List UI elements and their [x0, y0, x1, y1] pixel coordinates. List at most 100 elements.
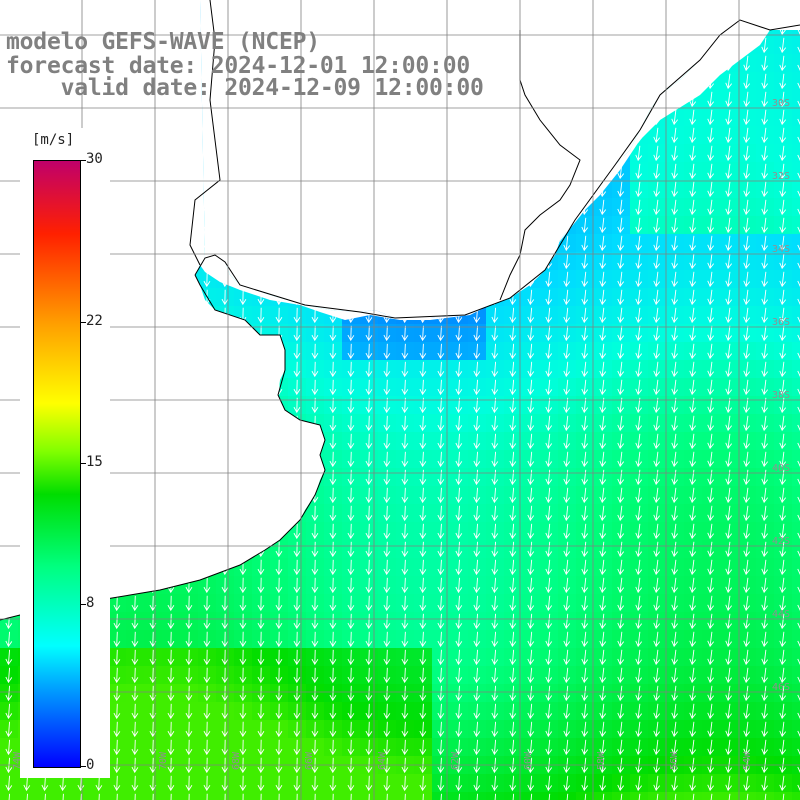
wind-arrow	[671, 307, 679, 324]
wind-arrow	[797, 694, 800, 701]
wind-arrow	[419, 505, 427, 522]
wind-arrow	[797, 784, 800, 791]
wind-arrow	[797, 766, 800, 773]
wind-arrow	[383, 325, 391, 342]
wind-arrow	[707, 163, 715, 180]
wind-arrow	[581, 775, 589, 792]
wind-arrow	[185, 775, 193, 792]
wind-arrow	[491, 703, 499, 720]
wind-arrow	[347, 451, 355, 468]
wind-arrow	[473, 433, 481, 450]
wind-arrow	[491, 361, 499, 378]
wind-arrow	[404, 793, 406, 800]
wind-arrow	[419, 325, 427, 342]
field-cell	[792, 666, 800, 684]
wind-arrow	[671, 271, 679, 288]
wind-arrow	[617, 433, 625, 450]
wind-arrow	[455, 523, 463, 540]
wind-arrow	[743, 631, 751, 648]
wind-arrow	[653, 361, 661, 378]
wind-arrow	[527, 469, 535, 486]
wind-arrow	[707, 289, 715, 306]
wind-arrow	[779, 325, 787, 342]
wind-arrow	[293, 577, 301, 594]
wind-arrow	[617, 721, 625, 738]
wind-arrow	[617, 541, 625, 558]
wind-arrow	[311, 361, 319, 378]
coast-line-north	[194, 19, 800, 319]
wind-arrow	[743, 523, 751, 540]
wind-arrow	[239, 289, 247, 306]
wind-arrow	[617, 253, 625, 270]
wind-arrow	[473, 343, 481, 360]
legend-tick-label: 0	[86, 757, 95, 773]
wind-arrow	[509, 667, 517, 684]
wind-arrow	[293, 307, 301, 324]
wind-arrow	[653, 649, 661, 666]
wind-arrow	[257, 631, 265, 648]
wind-arrow	[329, 433, 337, 450]
wind-arrow	[419, 469, 427, 486]
wind-arrow	[509, 775, 517, 792]
wind-arrow	[113, 685, 121, 702]
wind-arrow	[761, 631, 769, 648]
wind-arrow	[509, 433, 517, 450]
wind-arrow	[206, 793, 208, 800]
wind-arrow	[437, 595, 445, 612]
field-cell	[792, 180, 800, 198]
wind-arrow	[761, 163, 769, 180]
field-cell	[792, 432, 800, 450]
wind-arrow	[581, 487, 589, 504]
wind-arrow	[743, 541, 751, 558]
wind-arrow	[401, 631, 409, 648]
wind-arrow	[653, 559, 661, 576]
wind-arrow	[671, 379, 679, 396]
wind-arrow	[689, 775, 697, 792]
wind-arrow	[5, 667, 13, 684]
wind-arrow	[293, 595, 301, 612]
wind-arrow	[509, 343, 517, 360]
wind-arrow	[545, 523, 553, 540]
wind-arrow	[635, 343, 643, 360]
wind-arrow	[365, 577, 373, 594]
wind-arrow	[491, 343, 499, 360]
lat-label: 44S	[772, 609, 790, 620]
wind-arrow	[239, 613, 247, 630]
wind-arrow	[401, 343, 409, 360]
wind-arrow	[563, 361, 571, 378]
wind-arrow	[329, 631, 337, 648]
wind-arrow	[797, 640, 800, 647]
wind-arrow	[782, 793, 785, 800]
wind-arrow	[509, 505, 517, 522]
legend-tick-mark	[80, 766, 86, 767]
wind-arrow	[401, 451, 409, 468]
wind-arrow	[527, 667, 535, 684]
wind-arrow	[401, 595, 409, 612]
wind-arrow	[203, 667, 211, 684]
wind-arrow	[761, 253, 769, 270]
wind-arrow	[5, 721, 13, 738]
wind-arrow	[329, 361, 337, 378]
wind-arrow	[383, 523, 391, 540]
wind-arrow	[437, 685, 445, 702]
wind-arrow	[329, 487, 337, 504]
wind-arrow	[545, 559, 553, 576]
wind-arrow	[743, 91, 751, 108]
field-cell	[792, 522, 800, 540]
wind-arrow	[581, 469, 589, 486]
wind-arrow	[671, 577, 679, 594]
wind-arrow	[383, 487, 391, 504]
wind-arrow	[653, 739, 661, 756]
wind-arrow	[689, 271, 697, 288]
wind-arrow	[437, 649, 445, 666]
wind-arrow	[437, 775, 445, 792]
wind-arrow	[527, 487, 535, 504]
wind-arrow	[671, 325, 679, 342]
wind-arrow	[617, 235, 625, 252]
wind-arrow	[80, 793, 82, 800]
wind-arrow	[455, 469, 463, 486]
wind-arrow	[527, 559, 535, 576]
wind-arrow	[365, 451, 373, 468]
lat-label: 40S	[772, 463, 790, 474]
